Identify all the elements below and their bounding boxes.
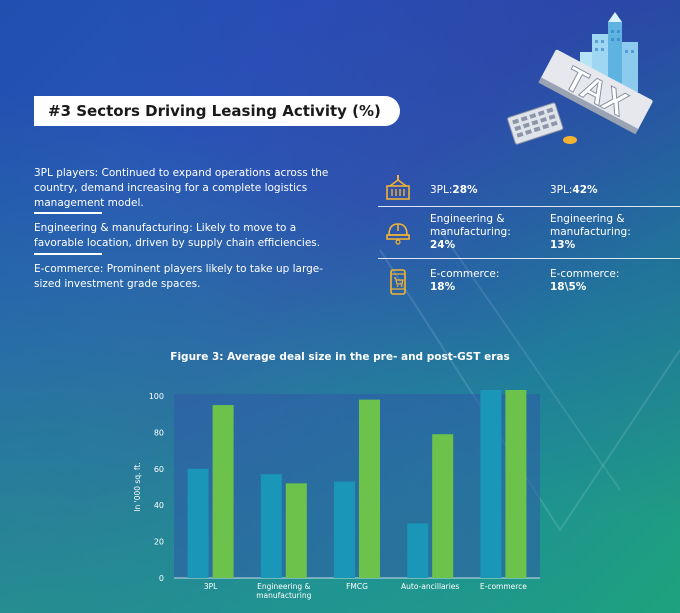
bar <box>285 483 307 578</box>
stat-pre-ecommerce: E-commerce: 18% <box>430 268 540 294</box>
y-axis-label: In '000 sq. ft. <box>133 462 142 511</box>
plot-area <box>174 394 540 578</box>
section-title-text: #3 Sectors Driving Leasing Activity (%) <box>48 102 381 120</box>
stat-value: 28% <box>452 184 478 196</box>
stat-value: 13% <box>550 239 576 251</box>
chart-title: Figure 3: Average deal size in the pre- … <box>170 351 510 363</box>
stat-pre-engineering: Engineering & manufacturing: 24% <box>430 213 540 252</box>
stat-post-3pl: 3PL:42% <box>550 184 660 197</box>
stat-value: 24% <box>430 239 456 251</box>
shipping-container-icon <box>386 175 410 200</box>
bar <box>480 390 502 578</box>
bar <box>432 434 454 578</box>
y-tick-label: 20 <box>154 538 164 547</box>
stat-post-engineering: Engineering & manufacturing: 13% <box>550 213 660 252</box>
y-tick-label: 60 <box>154 465 164 474</box>
x-tick-label: E-commerce <box>480 582 527 591</box>
mobile-cart-icon <box>390 269 406 295</box>
section-title: #3 Sectors Driving Leasing Activity (%) <box>34 96 400 126</box>
description-divider <box>34 212 102 214</box>
stat-row-engineering: Engineering & manufacturing: 24% Engineer… <box>378 206 680 259</box>
stat-label: 3PL: <box>550 184 573 196</box>
stat-label: 3PL: <box>430 184 453 196</box>
y-tick-label: 80 <box>154 428 164 437</box>
stat-label: E-commerce: <box>430 268 500 280</box>
hard-hat-icon <box>386 223 410 245</box>
stat-value: 18\5% <box>550 281 587 293</box>
decorative-lines <box>379 230 680 532</box>
bar <box>505 390 527 578</box>
description-divider <box>34 253 102 255</box>
bar <box>407 523 429 578</box>
x-tick-label: 3PL <box>204 582 218 591</box>
x-tick-label: manufacturing <box>256 591 311 600</box>
bar <box>334 481 355 578</box>
stat-value: 18% <box>430 281 456 293</box>
x-tick-label: Engineering & <box>257 582 310 591</box>
bar <box>359 399 380 578</box>
bar <box>260 474 282 578</box>
x-tick-label: Auto-ancillaries <box>401 582 459 591</box>
stat-post-ecommerce: E-commerce: 18\5% <box>550 268 660 294</box>
stat-pre-3pl: 3PL:28% <box>430 184 540 197</box>
stat-label: E-commerce: <box>550 268 620 280</box>
stat-value: 42% <box>572 184 598 196</box>
y-tick-label: 40 <box>154 501 164 510</box>
description-ecommerce: E-commerce: Prominent players likely to … <box>34 263 324 290</box>
description-engineering: Engineering & manufacturing: Likely to m… <box>34 222 321 249</box>
stat-row-3pl: 3PL:28% 3PL:42% <box>378 170 680 207</box>
deal-size-bar-chart: 0 20 40 60 80 100 In '000 sq. ft. 3PL Engineerin… <box>133 390 540 600</box>
stat-label: Engineering & manufacturing: <box>430 213 511 238</box>
x-tick-label: FMCG <box>346 582 368 591</box>
stat-row-ecommerce: E-commerce: 18% E-commerce: 18\5% <box>378 258 680 302</box>
city-tax-illustration: TAX <box>507 12 653 145</box>
stat-label: Engineering & manufacturing: <box>550 213 631 238</box>
bar <box>187 468 209 578</box>
description-3pl: 3PL players: Continued to expand operati… <box>34 167 329 209</box>
bar <box>212 405 234 578</box>
y-tick-label: 0 <box>159 574 164 583</box>
y-tick-label: 100 <box>149 392 164 401</box>
